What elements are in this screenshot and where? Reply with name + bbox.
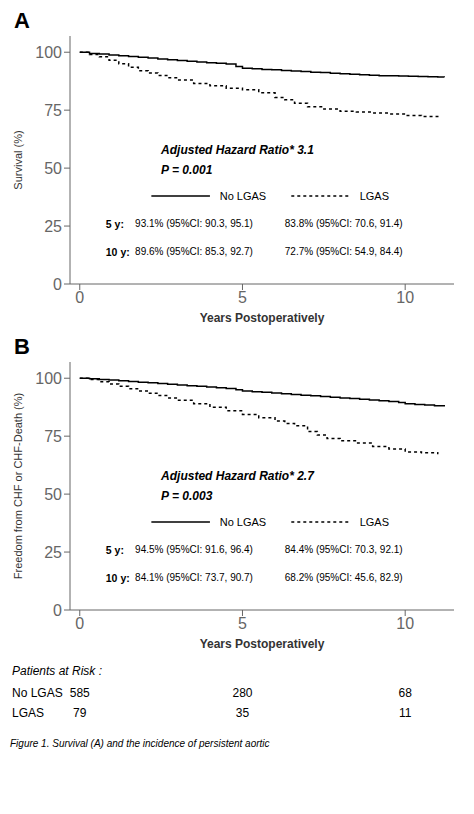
svg-text:94.5% (95%CI: 91.6, 96.4): 94.5% (95%CI: 91.6, 96.4) [135, 544, 253, 555]
svg-text:Survival (%): Survival (%) [12, 130, 24, 189]
html-text:11: 11 [398, 706, 412, 720]
svg-text:Freedom from CHF or CHF-Death: Freedom from CHF or CHF-Death (%) [12, 393, 24, 579]
svg-text:84.4% (95%CI: 70.3, 92.1): 84.4% (95%CI: 70.3, 92.1) [285, 544, 403, 555]
svg-text:25: 25 [44, 218, 62, 235]
svg-text:Adjusted Hazard Ratio* 3.1: Adjusted Hazard Ratio* 3.1 [160, 143, 314, 157]
svg-text:5 y:: 5 y: [106, 218, 124, 230]
svg-text:50: 50 [44, 486, 62, 503]
html-text:A: A [14, 8, 30, 33]
html-text:Patients at Risk :: Patients at Risk : [12, 664, 102, 678]
svg-text:10: 10 [396, 289, 414, 306]
svg-text:5 y:: 5 y: [106, 544, 124, 556]
svg-text:P = 0.001: P = 0.001 [161, 163, 213, 177]
svg-text:P = 0.003: P = 0.003 [161, 489, 213, 503]
html-text:Figure 1. Survival (A) and the: Figure 1. Survival (A) and the incidence… [10, 738, 270, 749]
svg-text:84.1% (95%CI: 73.7, 90.7): 84.1% (95%CI: 73.7, 90.7) [135, 572, 253, 583]
svg-text:LGAS: LGAS [360, 190, 389, 202]
svg-text:No LGAS: No LGAS [220, 190, 266, 202]
svg-text:10 y:: 10 y: [106, 572, 130, 584]
html-text:35: 35 [235, 706, 250, 720]
html-text:68: 68 [398, 686, 412, 700]
svg-text:5: 5 [238, 615, 247, 632]
svg-text:0: 0 [75, 289, 84, 306]
svg-text:No LGAS: No LGAS [220, 516, 266, 528]
html-text:280: 280 [232, 686, 253, 700]
html-text:79: 79 [73, 706, 87, 720]
svg-text:72.7% (95%CI: 54.9, 84.4): 72.7% (95%CI: 54.9, 84.4) [285, 246, 403, 257]
svg-text:0: 0 [53, 276, 62, 293]
svg-text:Years Postoperatively: Years Postoperatively [200, 311, 325, 325]
html-text:LGAS: LGAS [12, 706, 44, 720]
html-text:585: 585 [69, 686, 90, 700]
svg-text:0: 0 [53, 602, 62, 619]
svg-text:89.6% (95%CI: 85.3, 92.7): 89.6% (95%CI: 85.3, 92.7) [135, 246, 253, 257]
svg-text:0: 0 [75, 615, 84, 632]
svg-text:25: 25 [44, 544, 62, 561]
svg-text:Years Postoperatively: Years Postoperatively [200, 637, 325, 651]
html-text:No LGAS: No LGAS [12, 686, 63, 700]
svg-text:75: 75 [44, 428, 62, 445]
svg-text:75: 75 [44, 102, 62, 119]
svg-text:50: 50 [44, 160, 62, 177]
html-text:B: B [14, 334, 30, 359]
svg-text:100: 100 [35, 370, 62, 387]
svg-text:100: 100 [35, 44, 62, 61]
svg-text:83.8% (95%CI: 70.6, 91.4): 83.8% (95%CI: 70.6, 91.4) [285, 218, 403, 229]
svg-text:68.2% (95%CI: 45.6, 82.9): 68.2% (95%CI: 45.6, 82.9) [285, 572, 403, 583]
svg-text:5: 5 [238, 289, 247, 306]
svg-text:10 y:: 10 y: [106, 246, 130, 258]
svg-text:Adjusted Hazard Ratio* 2.7: Adjusted Hazard Ratio* 2.7 [160, 469, 315, 483]
svg-text:10: 10 [396, 615, 414, 632]
svg-text:93.1% (95%CI: 90.3, 95.1): 93.1% (95%CI: 90.3, 95.1) [135, 218, 253, 229]
svg-text:LGAS: LGAS [360, 516, 389, 528]
